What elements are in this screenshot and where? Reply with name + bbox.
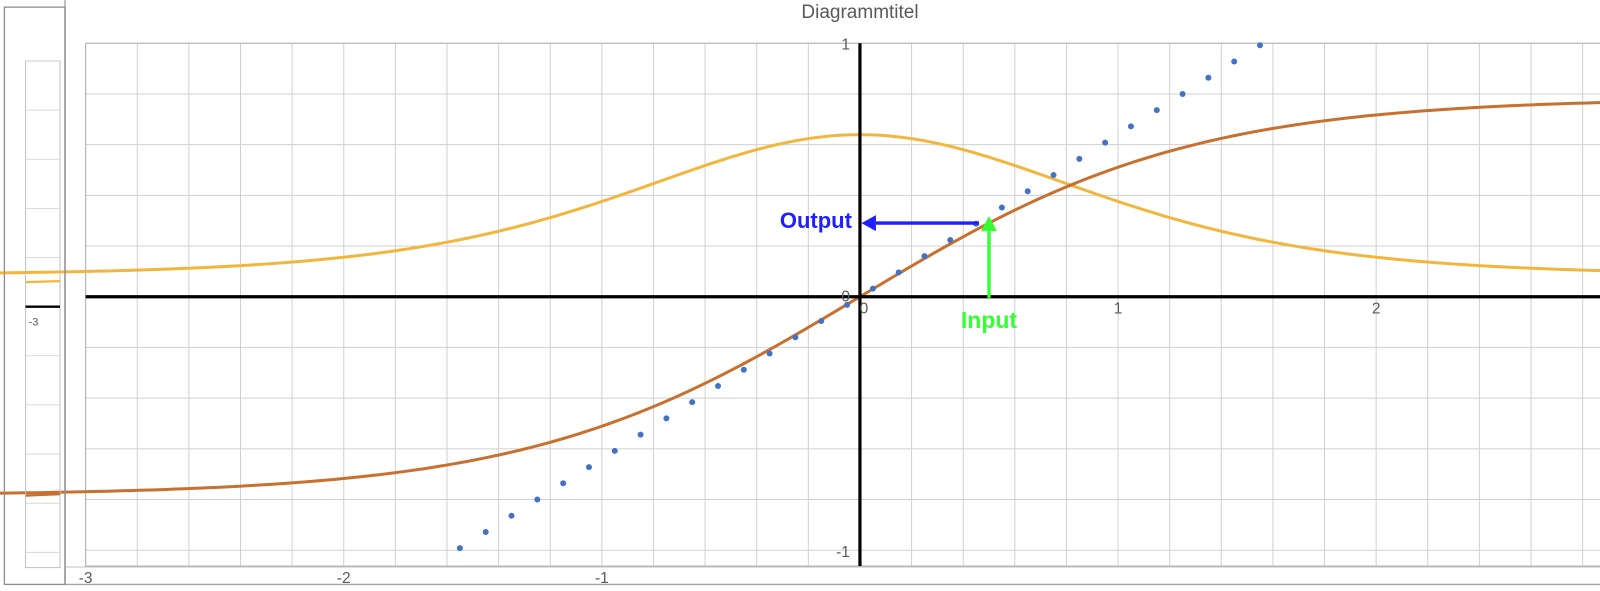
svg-text:2: 2 <box>1372 301 1381 318</box>
svg-text:1: 1 <box>841 36 850 53</box>
svg-text:Output: Output <box>780 208 853 233</box>
svg-text:Input: Input <box>961 307 1018 333</box>
svg-text:0: 0 <box>860 301 869 318</box>
svg-text:0: 0 <box>841 289 850 306</box>
svg-text:1: 1 <box>1114 301 1123 318</box>
svg-text:-3: -3 <box>29 317 39 329</box>
svg-text:-1: -1 <box>836 544 850 561</box>
svg-text:Diagrammtitel: Diagrammtitel <box>801 2 918 23</box>
